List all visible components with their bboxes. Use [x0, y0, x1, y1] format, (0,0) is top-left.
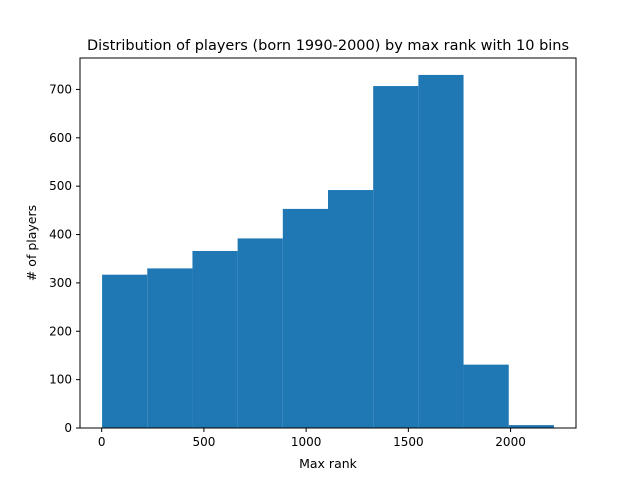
y-tick-label: 0 — [64, 421, 72, 435]
y-tick-label: 500 — [49, 179, 72, 193]
histogram-bar — [508, 425, 554, 428]
histogram-bar — [328, 190, 374, 428]
axis-ticks: 0 500 1000 1500 2000 0 100 200 300 400 500 600 700 — [49, 82, 526, 449]
histogram-bar — [147, 268, 193, 428]
x-tick-label: 1500 — [393, 435, 424, 449]
histogram-bar — [282, 208, 328, 428]
y-tick-label: 700 — [49, 82, 72, 96]
y-tick-label: 200 — [49, 324, 72, 338]
histogram-bar — [463, 364, 509, 428]
y-axis-label: # of players — [24, 205, 39, 281]
y-tick-label: 600 — [49, 131, 72, 145]
y-tick-label: 400 — [49, 228, 72, 242]
chart-title: Distribution of players (born 1990-2000)… — [87, 38, 569, 54]
y-tick-label: 300 — [49, 276, 72, 290]
histogram-bar — [192, 250, 238, 428]
x-tick-label: 2000 — [495, 435, 526, 449]
x-axis-label: Max rank — [299, 456, 358, 471]
histogram-bar — [418, 74, 464, 429]
histogram-bar — [237, 238, 283, 428]
plot-area-frame — [79, 57, 577, 429]
histogram-bar — [373, 86, 419, 429]
histogram-bar — [102, 274, 148, 428]
x-tick-label: 500 — [192, 435, 215, 449]
x-tick-label: 0 — [98, 435, 106, 449]
y-tick-label: 100 — [49, 373, 72, 387]
x-tick-label: 1000 — [291, 435, 322, 449]
histogram-bars — [102, 74, 554, 429]
